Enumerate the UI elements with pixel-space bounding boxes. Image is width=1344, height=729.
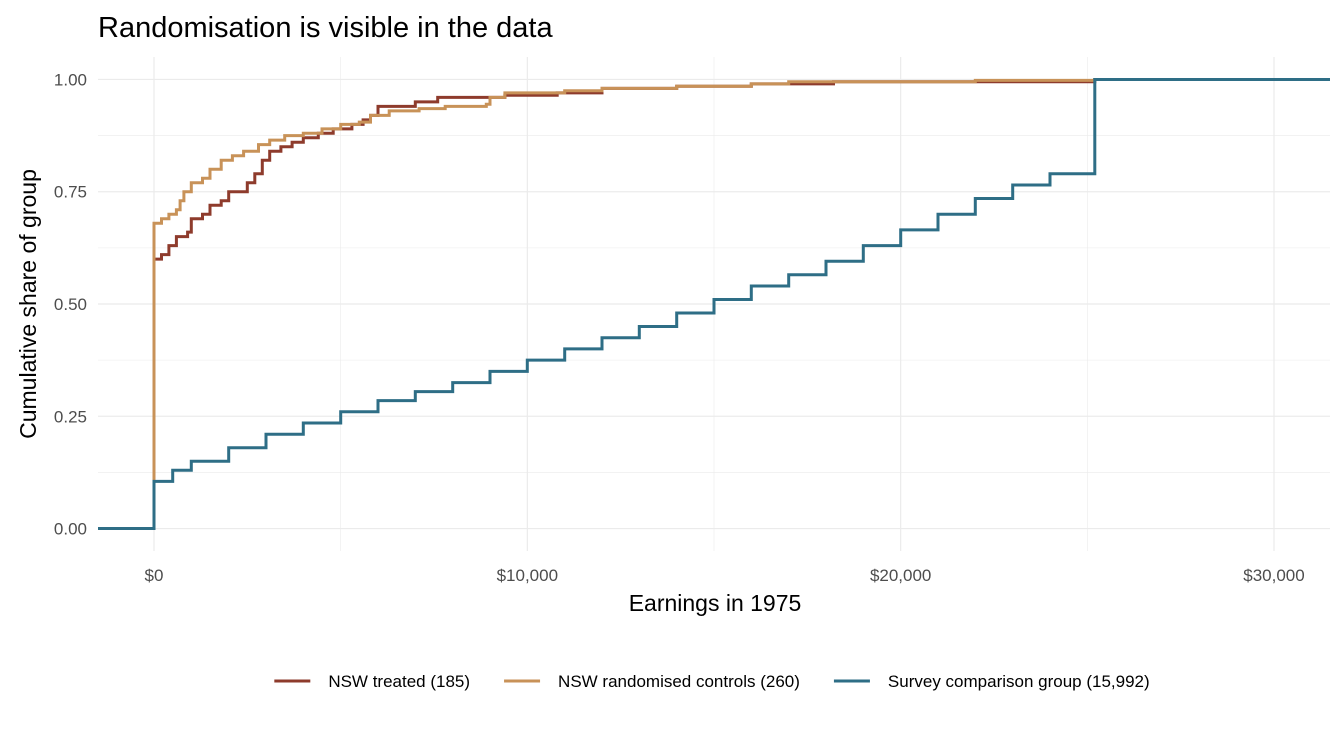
chart-title: Randomisation is visible in the data bbox=[98, 12, 553, 44]
x-tick-label: $10,000 bbox=[497, 566, 558, 585]
legend-label-survey-comparison: Survey comparison group (15,992) bbox=[888, 672, 1150, 691]
legend-label-nsw-controls: NSW randomised controls (260) bbox=[558, 672, 800, 691]
x-tick-label: $0 bbox=[145, 566, 164, 585]
legend: NSW treated (185) NSW randomised controls… bbox=[274, 672, 1150, 691]
y-tick-label: 1.00 bbox=[54, 70, 87, 89]
y-axis-ticks: 0.00 0.25 0.50 0.75 1.00 bbox=[54, 70, 87, 538]
x-axis-ticks: $0 $10,000 $20,000 $30,000 bbox=[145, 566, 1305, 585]
y-tick-label: 0.75 bbox=[54, 183, 87, 202]
x-tick-label: $20,000 bbox=[870, 566, 931, 585]
y-tick-label: 0.25 bbox=[54, 407, 87, 426]
series-line-survey-comparison bbox=[98, 78, 1330, 530]
x-axis-label: Earnings in 1975 bbox=[629, 590, 802, 616]
y-tick-label: 0.50 bbox=[54, 295, 87, 314]
y-axis-label: Cumulative share of group bbox=[15, 169, 41, 439]
legend-label-nsw-treated: NSW treated (185) bbox=[328, 672, 470, 691]
series-lines bbox=[98, 78, 1330, 530]
x-tick-label: $30,000 bbox=[1243, 566, 1304, 585]
series-line-nsw-controls bbox=[98, 78, 1330, 530]
y-tick-label: 0.00 bbox=[54, 520, 87, 539]
